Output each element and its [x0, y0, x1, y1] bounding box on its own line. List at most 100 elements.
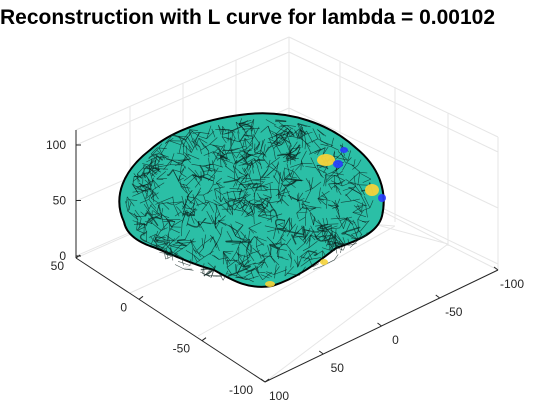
mesh-edge [280, 237, 286, 242]
mesh-edge [143, 172, 151, 175]
mesh-edge [187, 136, 194, 149]
mesh-edge [236, 251, 242, 258]
mesh-edge [301, 140, 304, 148]
mesh-edge [294, 129, 299, 138]
mesh-edge [258, 152, 264, 158]
mesh-edge [327, 242, 339, 246]
mesh-edge [155, 234, 166, 240]
mesh-edge [335, 185, 338, 193]
mesh-edge [310, 157, 316, 168]
mesh-edge [358, 234, 362, 241]
mesh-edge [325, 240, 339, 244]
mesh-edge [233, 191, 237, 200]
mesh-edge [169, 228, 180, 234]
mesh-edge [243, 276, 254, 283]
mesh-edge [249, 243, 253, 254]
mesh-edge [249, 170, 251, 177]
mesh-edge [276, 161, 279, 172]
mesh-edge [247, 152, 261, 157]
mesh-edge [284, 266, 287, 277]
mesh-edge [133, 173, 141, 182]
mesh-edge [245, 249, 255, 261]
mesh-edge [205, 199, 217, 205]
mesh-edge [328, 227, 340, 230]
mesh-edge [181, 163, 187, 169]
mesh-edge [192, 194, 196, 205]
mesh-edge [148, 217, 153, 224]
mesh-edge [215, 203, 221, 218]
mesh-edge [208, 201, 215, 213]
mesh-edge [212, 144, 220, 148]
mesh-edge [280, 133, 288, 136]
mesh-edge [214, 167, 219, 174]
mesh-edge [185, 250, 194, 256]
surface-mesh [118, 112, 386, 288]
mesh-edge [273, 266, 280, 275]
mesh-edge [364, 196, 371, 209]
mesh-edge [296, 212, 299, 219]
mesh-edge [333, 202, 339, 212]
mesh-edge [353, 205, 362, 213]
mesh-edge [238, 257, 250, 266]
mesh-edge [188, 145, 192, 153]
mesh-edge [276, 198, 282, 204]
mesh-edge [238, 262, 245, 267]
mesh-edge [154, 168, 162, 173]
mesh-edge [158, 153, 169, 158]
mesh-edge [195, 197, 207, 206]
mesh-edge [222, 270, 229, 281]
mesh-edge [214, 204, 222, 206]
mesh-edge [312, 263, 319, 268]
mesh-edge [254, 149, 261, 155]
mesh-edge [257, 206, 267, 217]
mesh-edge [263, 169, 274, 179]
mesh-edge [148, 153, 159, 158]
gyrus-stroke [200, 268, 213, 276]
mesh-edge [165, 238, 176, 249]
mesh-edge [198, 137, 208, 144]
mesh-edge [150, 165, 162, 170]
mesh-edge [345, 233, 357, 240]
mesh-edge [279, 136, 291, 139]
mesh-edge [281, 134, 289, 145]
mesh-edge [286, 272, 300, 276]
mesh-edge [297, 136, 303, 141]
mesh-edge [302, 201, 310, 211]
mesh-edge [199, 146, 202, 155]
mesh-edge [216, 177, 222, 183]
x-tick-label: -100 [500, 277, 524, 291]
mesh-edge [205, 166, 217, 171]
mesh-edge [215, 235, 222, 247]
mesh-edge [323, 173, 327, 187]
mesh-edge [237, 253, 245, 266]
mesh-edge [269, 130, 277, 134]
mesh-edge [156, 171, 166, 180]
mesh-edge [159, 252, 166, 254]
mesh-edge [334, 228, 337, 243]
mesh-edge [273, 148, 276, 160]
mesh-edge [317, 129, 327, 137]
mesh-edge [254, 199, 263, 203]
mesh-edge [251, 162, 254, 174]
mesh-edge [206, 130, 215, 139]
mesh-edge [191, 140, 200, 148]
mesh-edge [265, 119, 277, 126]
mesh-edge [143, 223, 147, 233]
mesh-edge [239, 201, 244, 210]
mesh-edge [330, 180, 343, 187]
gyrus-stroke [277, 153, 296, 161]
mesh-edge [161, 227, 168, 231]
mesh-edge [152, 223, 162, 231]
mesh-edge [297, 198, 305, 202]
mesh-edge [317, 190, 330, 199]
mesh-edge [270, 256, 280, 266]
mesh-edge [155, 237, 159, 244]
mesh-edge [322, 247, 329, 251]
mesh-edge [174, 235, 180, 242]
mesh-edge [184, 229, 191, 241]
mesh-edge [223, 198, 230, 207]
mesh-edge [243, 196, 249, 203]
mesh-edge [234, 200, 242, 211]
mesh-edge [293, 235, 304, 238]
mesh-edge [148, 163, 151, 173]
